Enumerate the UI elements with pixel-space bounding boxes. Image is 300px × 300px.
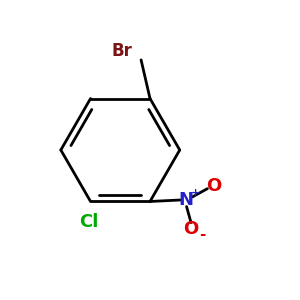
Text: -: - [199, 227, 206, 242]
Text: +: + [191, 188, 200, 199]
Text: O: O [183, 220, 199, 238]
Text: Br: Br [111, 42, 132, 60]
Text: Cl: Cl [80, 213, 99, 231]
Text: O: O [206, 177, 221, 195]
Text: N: N [178, 191, 193, 209]
